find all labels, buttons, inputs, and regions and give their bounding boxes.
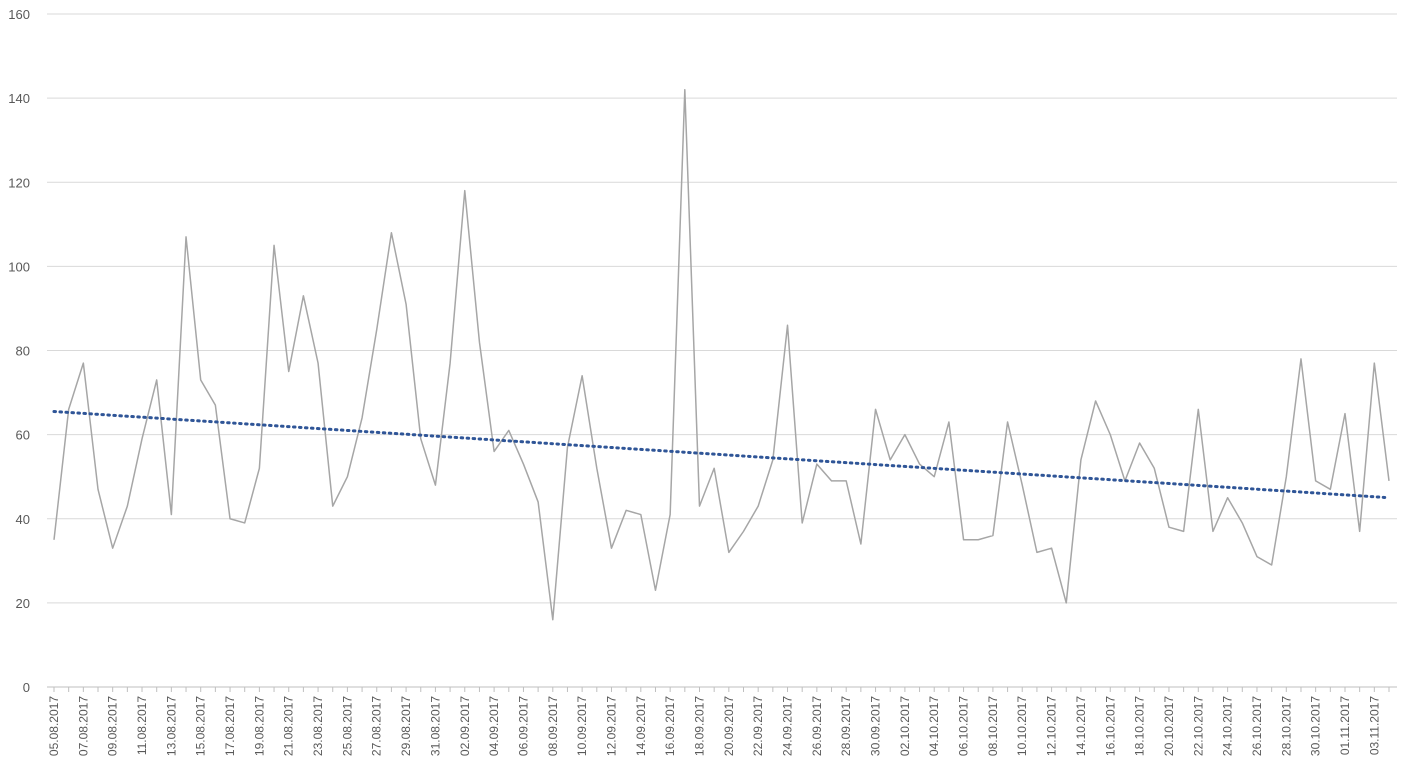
x-tick-label: 03.11.2017 bbox=[1367, 696, 1381, 755]
x-tick-label: 15.08.2017 bbox=[194, 696, 208, 756]
x-tick-label: 02.10.2017 bbox=[898, 696, 912, 756]
y-tick-label: 60 bbox=[16, 428, 30, 443]
x-tick-label: 22.09.2017 bbox=[751, 696, 765, 756]
trendline bbox=[52, 409, 1391, 500]
y-tick-label: 20 bbox=[16, 596, 30, 611]
x-tick-label: 13.08.2017 bbox=[164, 696, 178, 756]
x-tick-label: 19.08.2017 bbox=[252, 696, 266, 756]
x-tick-label: 12.09.2017 bbox=[604, 696, 618, 756]
x-tick-label: 10.09.2017 bbox=[575, 696, 589, 756]
x-tick-label: 04.10.2017 bbox=[927, 696, 941, 756]
x-tick-label: 22.10.2017 bbox=[1191, 696, 1205, 756]
x-tick-label: 14.09.2017 bbox=[634, 696, 648, 756]
series-line bbox=[53, 88, 1390, 621]
x-tick-label: 30.10.2017 bbox=[1309, 696, 1323, 756]
x-tick-label: 17.08.2017 bbox=[223, 696, 237, 756]
y-axis-ticks: 0 20 40 60 80 100 120 140 160 bbox=[8, 7, 30, 695]
y-tick-label: 140 bbox=[8, 91, 30, 106]
x-tick-label: 29.08.2017 bbox=[399, 696, 413, 756]
x-tick-label: 23.08.2017 bbox=[311, 696, 325, 756]
x-tick-label: 16.10.2017 bbox=[1103, 696, 1117, 756]
x-tick-label: 28.09.2017 bbox=[839, 696, 853, 756]
x-tick-label: 08.10.2017 bbox=[986, 696, 1000, 756]
y-tick-label: 120 bbox=[8, 175, 30, 190]
x-tick-label: 16.09.2017 bbox=[663, 696, 677, 756]
gridlines bbox=[47, 13, 1397, 688]
x-tick-label: 26.09.2017 bbox=[810, 696, 824, 756]
x-tick-label: 20.09.2017 bbox=[722, 696, 736, 756]
x-tick-label: 12.10.2017 bbox=[1045, 696, 1059, 756]
x-tick-label: 07.08.2017 bbox=[76, 696, 90, 756]
x-tick-label: 02.09.2017 bbox=[458, 696, 472, 756]
x-tick-label: 28.10.2017 bbox=[1279, 696, 1293, 756]
x-tick-label: 05.08.2017 bbox=[47, 696, 61, 756]
x-tick-label: 08.09.2017 bbox=[546, 696, 560, 756]
x-tick-label: 21.08.2017 bbox=[282, 696, 296, 756]
x-tick-label: 09.08.2017 bbox=[106, 696, 120, 756]
x-tick-label: 18.10.2017 bbox=[1133, 696, 1147, 756]
y-tick-label: 160 bbox=[8, 7, 30, 22]
x-tick-label: 27.08.2017 bbox=[370, 696, 384, 756]
y-tick-label: 80 bbox=[16, 344, 30, 359]
series-layer bbox=[52, 88, 1391, 621]
x-tick-label: 11.08.2017 bbox=[135, 696, 149, 755]
x-tick-label: 26.10.2017 bbox=[1250, 696, 1264, 756]
x-axis-ticks: 05.08.2017 07.08.2017 09.08.2017 11.08.2017… bbox=[47, 687, 1390, 756]
x-tick-label: 10.10.2017 bbox=[1015, 696, 1029, 756]
x-tick-label: 04.09.2017 bbox=[487, 696, 501, 756]
x-tick-label: 18.09.2017 bbox=[692, 696, 706, 756]
x-tick-label: 24.10.2017 bbox=[1221, 696, 1235, 756]
x-tick-label: 06.09.2017 bbox=[516, 696, 530, 756]
x-tick-label: 24.09.2017 bbox=[781, 696, 795, 756]
y-tick-label: 0 bbox=[23, 680, 30, 695]
x-tick-label: 30.09.2017 bbox=[869, 696, 883, 756]
x-tick-label: 25.08.2017 bbox=[340, 696, 354, 756]
x-tick-label: 31.08.2017 bbox=[428, 696, 442, 756]
x-tick-label: 01.11.2017 bbox=[1338, 696, 1352, 755]
y-tick-label: 100 bbox=[8, 259, 30, 274]
x-tick-label: 06.10.2017 bbox=[957, 696, 971, 756]
x-tick-label: 14.10.2017 bbox=[1074, 696, 1088, 756]
y-tick-label: 40 bbox=[16, 512, 30, 527]
x-tick-label: 20.10.2017 bbox=[1162, 696, 1176, 756]
